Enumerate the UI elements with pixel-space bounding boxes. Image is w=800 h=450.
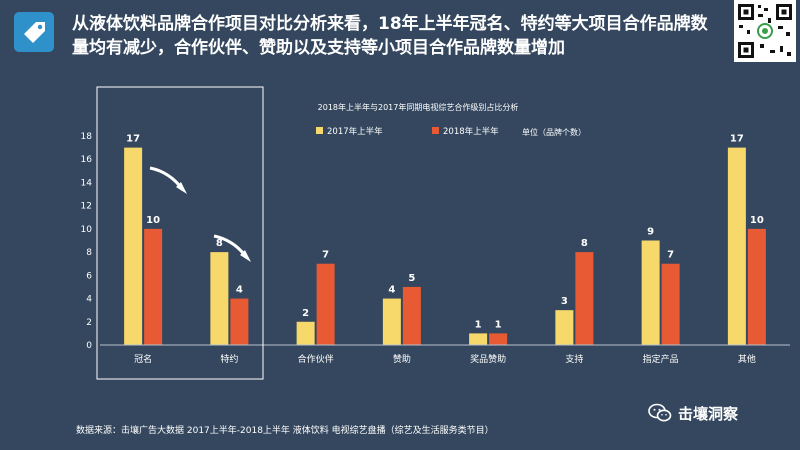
arrow-head-icon: [240, 250, 251, 262]
bar-2017: [296, 321, 315, 345]
data-label: 4: [388, 285, 395, 296]
bars: 17 10 8 4 2 7 4 5 1 1 3 8 9 7 17 10: [124, 134, 766, 345]
data-label: 3: [561, 296, 568, 307]
x-tick-label: 奖品赞助: [470, 353, 506, 365]
x-tick-label: 指定产品: [643, 353, 679, 365]
x-tick-label: 合作伙伴: [298, 353, 334, 365]
y-tick-label: 10: [81, 225, 93, 235]
y-tick-label: 0: [86, 341, 92, 351]
x-axis: 冠名 特约 合作伙伴 赞助 奖品赞助 支持 指定产品 其他: [100, 344, 790, 365]
bar-2017: [555, 310, 574, 345]
data-label: 7: [322, 250, 329, 261]
page-headline: 从液体饮料品牌合作项目对比分析来看，18年上半年冠名、特约等大项目合作品牌数量均…: [72, 14, 708, 58]
legend-swatch: [316, 127, 323, 134]
y-axis: 0 2 4 6 8 10 12 14 16 18: [81, 132, 93, 351]
x-tick-label: 支持: [565, 353, 583, 365]
y-tick-label: 4: [86, 295, 92, 305]
legend-label: 2017年上半年: [327, 126, 383, 137]
y-tick-label: 16: [81, 155, 93, 165]
x-tick-label: 其他: [738, 353, 756, 365]
chart-title: 2018年上半年与2017年同期电视综艺合作级别占比分析: [318, 102, 519, 112]
x-tick-label: 冠名: [134, 353, 152, 365]
data-label: 17: [126, 134, 140, 145]
y-tick-label: 8: [86, 248, 92, 258]
data-label: 8: [216, 238, 223, 249]
arrow-head-icon: [176, 182, 187, 194]
data-label: 5: [408, 273, 415, 284]
bar-2017: [727, 147, 746, 345]
data-label: 8: [581, 238, 588, 249]
bar-2017: [124, 147, 143, 345]
y-tick-label: 14: [81, 178, 93, 188]
bar-2018: [575, 252, 594, 345]
chart-legend: 2017年上半年 2018年上半年: [316, 126, 499, 137]
bar-2018: [489, 333, 508, 345]
highlight-rect: [96, 86, 264, 380]
qr-code-icon: [734, 0, 796, 62]
wechat-icon: [648, 403, 672, 422]
y-tick-label: 18: [81, 132, 93, 142]
y-tick-label: 6: [86, 271, 92, 281]
data-label: 17: [730, 134, 744, 145]
y-tick-label: 12: [81, 202, 92, 212]
unit-label: 单位（品牌个数）: [522, 127, 586, 137]
bar-2018: [230, 298, 249, 345]
data-source-note: 数据来源：击壤广告大数据 2017上半年-2018上半年 液体饮料 电视综艺盘播…: [76, 426, 494, 436]
data-label: 1: [495, 319, 502, 330]
bar-2017: [382, 298, 401, 345]
legend-swatch: [432, 127, 439, 134]
data-label: 9: [647, 227, 654, 238]
data-label: 2: [302, 308, 309, 319]
data-label: 1: [475, 319, 482, 330]
bar-2018: [747, 228, 766, 345]
bar-2017: [641, 240, 660, 345]
data-label: 10: [750, 215, 764, 226]
bar-2018: [316, 263, 335, 345]
x-tick-label: 赞助: [393, 353, 411, 365]
brand-signature: 击壤洞察: [648, 402, 738, 424]
brand-name: 击壤洞察: [678, 404, 739, 423]
tag-icon: [14, 12, 54, 52]
data-label: 10: [146, 215, 160, 226]
x-tick-label: 特约: [220, 353, 238, 365]
highlight-box: [96, 86, 264, 380]
legend-label: 2018年上半年: [443, 126, 499, 137]
bar-2017: [210, 252, 229, 345]
bar-2018: [402, 286, 421, 345]
y-tick-label: 2: [86, 318, 92, 328]
bar-2018: [144, 228, 163, 345]
bar-2017: [469, 333, 488, 345]
data-label: 4: [236, 285, 243, 296]
data-label: 7: [667, 250, 674, 261]
bar-2018: [661, 263, 680, 345]
